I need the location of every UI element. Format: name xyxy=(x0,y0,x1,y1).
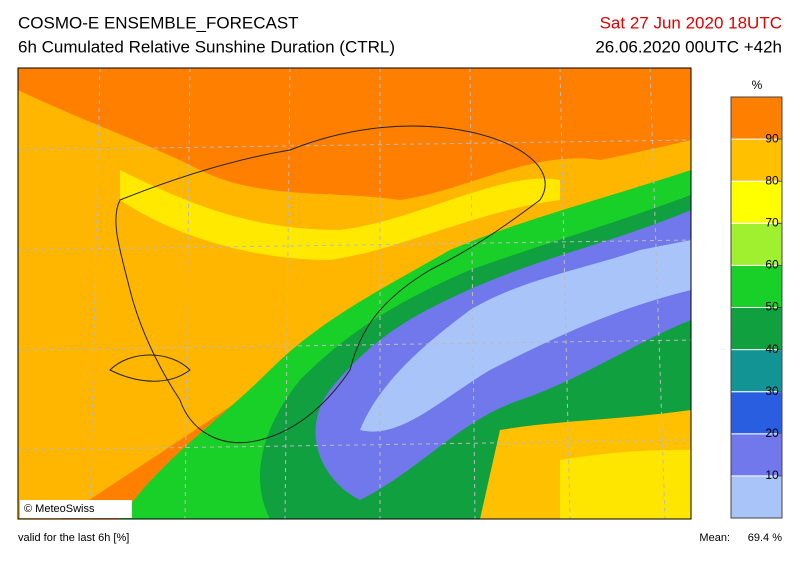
subtitle: 6h Cumulated Relative Sunshine Duration … xyxy=(18,37,395,56)
border xyxy=(115,125,546,444)
copyright-box xyxy=(20,500,132,518)
colorbar-tick-label: 90 xyxy=(765,131,779,145)
colorbar-box xyxy=(730,349,783,393)
colorbar-tick-label: 20 xyxy=(765,426,779,440)
yellow-zone xyxy=(120,170,560,260)
run-time: 26.06.2020 00UTC +42h xyxy=(595,37,782,56)
colorbar-box xyxy=(730,180,783,224)
copyright: © MeteoSwiss xyxy=(24,503,95,515)
colorbar-tick-label: 30 xyxy=(765,384,779,398)
lake xyxy=(109,354,191,382)
south-yellow xyxy=(560,450,691,519)
title: COSMO-E ENSEMBLE_FORECAST xyxy=(18,13,299,32)
map: © MeteoSwiss xyxy=(17,67,692,520)
colorbar-tick-label: 60 xyxy=(765,258,779,272)
colorbar-tick-label: 10 xyxy=(765,468,779,482)
valid-time: Sat 27 Jun 2020 18UTC xyxy=(600,13,782,32)
colorbar-box xyxy=(730,391,783,435)
colorbar-tick-label: 70 xyxy=(765,215,779,229)
colorbar-box xyxy=(730,475,783,519)
graticule xyxy=(18,68,691,519)
lightblue-zone xyxy=(360,240,691,432)
mean-value: 69.4 % xyxy=(748,532,782,544)
validity: valid for the last 6h [%] xyxy=(18,532,129,544)
map-frame xyxy=(17,67,692,520)
colorbar: % 10 20 30 40 50 60 70 80 90 xyxy=(730,78,783,519)
colorbar-unit: % xyxy=(752,78,763,92)
mean-label: Mean: xyxy=(699,532,730,544)
colorbar-tick-label: 40 xyxy=(765,342,779,356)
colorbar-tick-label: 50 xyxy=(765,300,779,314)
colorbar-tick-label: 80 xyxy=(765,173,779,187)
colorbar-box xyxy=(730,138,783,182)
